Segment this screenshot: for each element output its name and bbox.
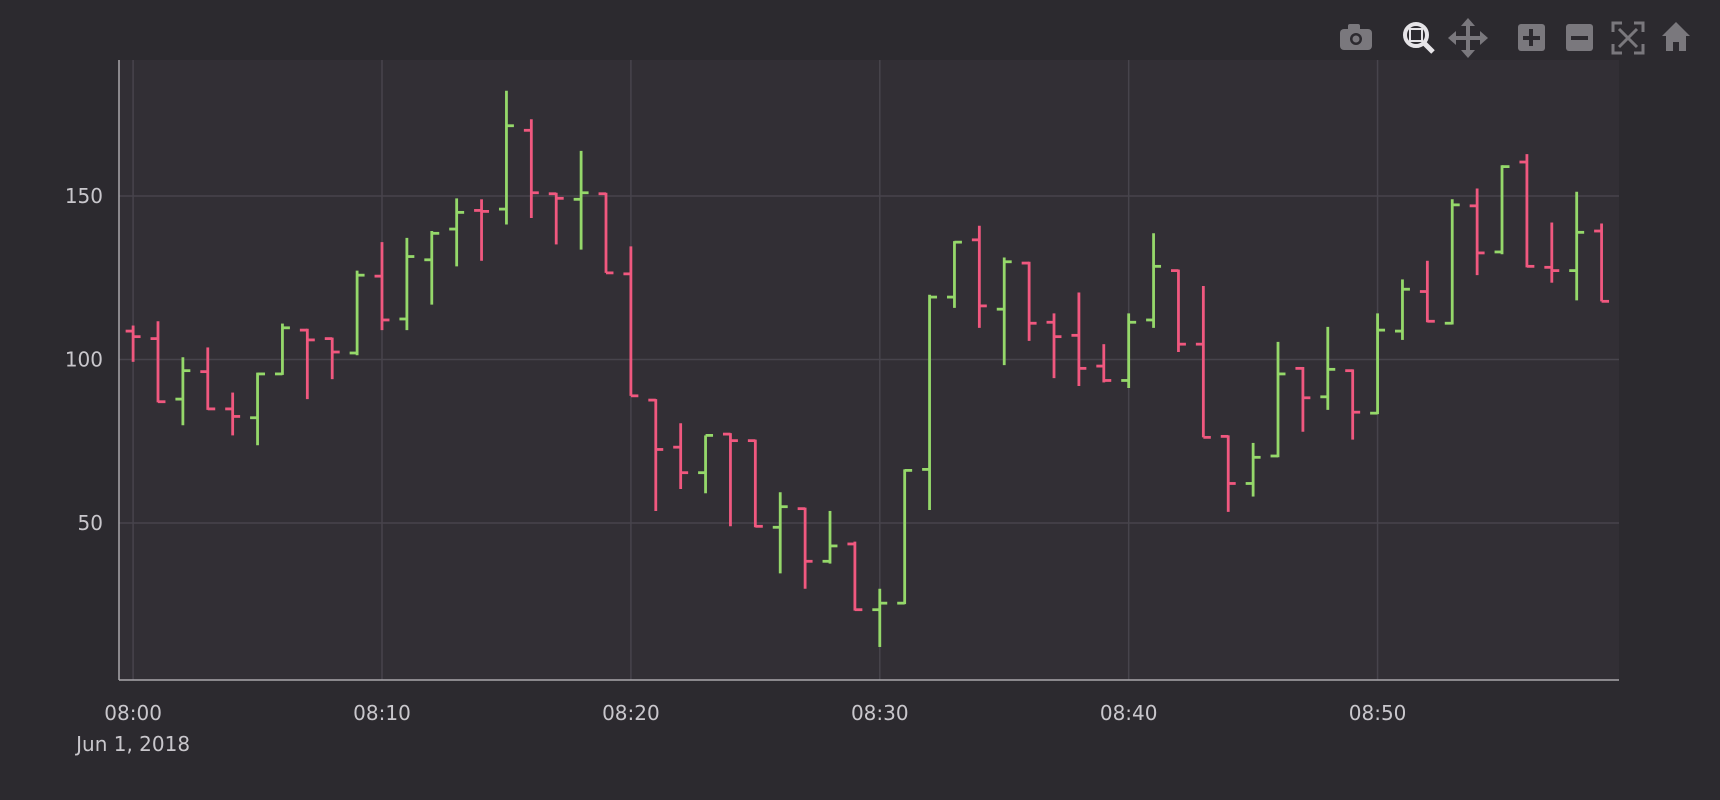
ohlc-bar xyxy=(747,439,763,528)
ohlc-bar xyxy=(1170,269,1186,353)
ohlc-bar xyxy=(1021,261,1037,341)
ohlc-bar xyxy=(1046,313,1062,379)
plot-area xyxy=(119,60,1619,680)
x-tick-label: 08:10 xyxy=(353,701,411,725)
ohlc-bar xyxy=(1370,313,1386,415)
ohlc-bar xyxy=(299,328,315,400)
y-tick-label: 50 xyxy=(78,511,103,535)
ohlc-bar xyxy=(1146,233,1162,328)
ohlc-bar xyxy=(1444,199,1460,325)
ohlc-bar xyxy=(648,398,664,511)
x-tick-label: 08:30 xyxy=(851,701,909,725)
ohlc-bar xyxy=(573,150,589,250)
ohlc-bar xyxy=(698,434,714,494)
ohlc-bar xyxy=(1345,369,1361,440)
ohlc-bar xyxy=(1594,223,1610,303)
ohlc-bar xyxy=(598,192,614,275)
ohlc-bar xyxy=(1544,222,1560,283)
x-tick-label: 08:00 Jun 1, 2018 xyxy=(74,701,190,756)
x-tick-label: 08:40 xyxy=(1100,701,1158,725)
ohlc-bar xyxy=(822,510,838,564)
ohlc-bar xyxy=(922,294,938,510)
zoom-in-button[interactable] xyxy=(1518,24,1545,51)
ohlc-bar xyxy=(772,492,788,574)
ohlc-bar xyxy=(1320,326,1336,410)
x-tick-label: 08:50 xyxy=(1349,701,1407,725)
ohlc-bar xyxy=(474,199,490,261)
autoscale-button[interactable] xyxy=(1611,21,1645,55)
ohlc-bar xyxy=(324,337,340,380)
ohlc-bar xyxy=(1270,341,1286,458)
ohlc-bar xyxy=(1394,279,1410,340)
ohlc-bar xyxy=(225,392,241,436)
ohlc-bar xyxy=(424,231,440,305)
ohlc-bar xyxy=(349,270,365,356)
ohlc-bar xyxy=(449,198,465,267)
ohlc-bar xyxy=(125,325,141,362)
ohlc-bar xyxy=(1295,366,1311,432)
ohlc-bar xyxy=(872,588,888,647)
ohlc-bar xyxy=(1419,260,1435,323)
ohlc-bar xyxy=(523,119,539,218)
ohlc-bar xyxy=(1569,191,1585,301)
zoom-out-button[interactable] xyxy=(1566,24,1593,51)
y-tick-label: 100 xyxy=(65,348,103,372)
ohlc-bar xyxy=(1469,188,1485,276)
marks xyxy=(125,90,1610,647)
ohlc-bar xyxy=(847,541,863,612)
reset-button[interactable] xyxy=(1662,22,1690,51)
ohlc-bar xyxy=(1519,154,1535,268)
ohlc-bar xyxy=(1220,434,1236,512)
ohlc-bar xyxy=(797,507,813,589)
zoom-button[interactable] xyxy=(1403,22,1435,54)
ohlc-bar xyxy=(374,242,390,331)
pan-button[interactable] xyxy=(1448,18,1488,58)
ohlc-bar xyxy=(897,468,913,605)
ohlc-bar xyxy=(722,432,738,527)
ohlc-bar xyxy=(1195,285,1211,439)
y-tick-label: 150 xyxy=(65,184,103,208)
ohlc-bar xyxy=(150,321,166,404)
ohlc-bar xyxy=(1245,442,1261,497)
ohlc-bar xyxy=(1121,313,1137,388)
ohlc-bar xyxy=(274,323,290,376)
ohlc-bar xyxy=(175,357,191,426)
ohlc-bar xyxy=(200,347,216,411)
ohlc-bar xyxy=(1494,165,1510,255)
ohlc-bar xyxy=(548,192,564,245)
ohlc-bar xyxy=(996,257,1012,366)
ohlc-bar xyxy=(399,237,415,331)
ohlc-bar xyxy=(673,423,689,490)
ohlc-bar xyxy=(1071,292,1087,387)
ohlc-bar xyxy=(946,240,962,308)
camera-button[interactable] xyxy=(1340,24,1372,50)
x-tick-label: 08:20 xyxy=(602,701,660,725)
modebar xyxy=(1340,18,1690,58)
ohlc-bar xyxy=(498,90,514,225)
tick-labels: 50 100 150 08:00 Jun 1, 2018 08:10 08:20 08:30 0… xyxy=(65,184,1407,756)
ohlc-bar xyxy=(623,246,639,398)
ohlc-bar xyxy=(971,225,987,328)
ohlc-bar xyxy=(250,372,266,446)
ohlc-bar xyxy=(1096,344,1112,383)
